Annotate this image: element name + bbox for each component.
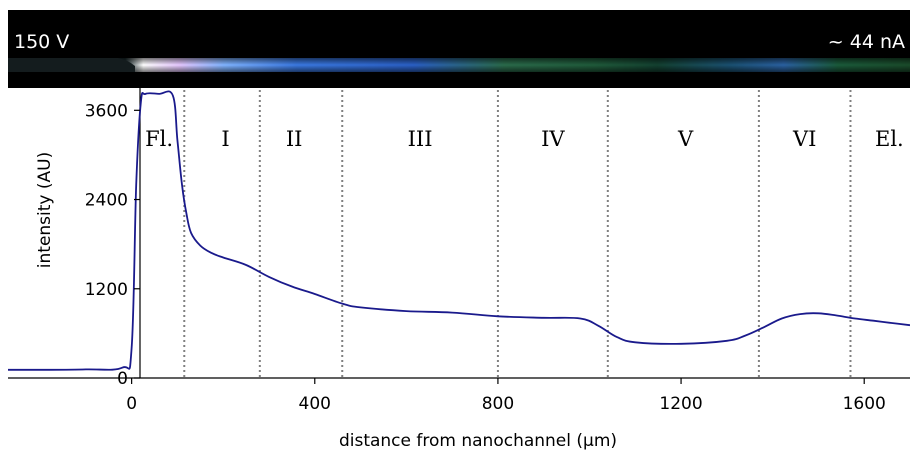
y-tick-label-0: 0 [117,369,128,389]
plot-area: Fl. I II III IV V VI El. 0 400 800 1200 1600 012002… [7,88,910,414]
intensity-series-line [7,90,910,371]
x-tick-label-800: 800 [482,394,514,414]
y-axis-label: intensity (AU) [35,152,55,268]
channel-glow-fade [8,58,910,72]
region-label-6: V [677,127,694,151]
fluorescence-image-strip: 150 V ~ 44 nA [8,10,910,88]
x-axis-label: distance from nanochannel (µm) [339,431,617,451]
y-tick-label-3600: 3600 [85,101,128,121]
x-tick-label-400: 400 [299,394,331,414]
region-label-1: Fl. [145,127,173,151]
current-label: ~ 44 nA [828,31,905,53]
region-label-3: II [286,127,303,151]
region-boundaries [183,90,852,378]
x-tick-label-1200: 1200 [659,394,702,414]
region-label-2: I [221,127,229,151]
y-axis-ticks: 0 1200 2400 3600 [85,101,140,389]
region-label-8: El. [875,127,904,151]
x-tick-label-0: 0 [126,394,137,414]
nanochannel-tip [8,58,135,72]
region-labels: Fl. I II III IV V VI El. [145,127,904,151]
region-label-4: III [408,127,433,151]
image-background [8,10,910,88]
y-tick-label-2400: 2400 [85,191,128,211]
voltage-label: 150 V [14,31,69,53]
y-tick-label-1200: 1200 [85,280,128,300]
region-label-5: IV [541,127,565,151]
x-tick-label-1600: 1600 [843,394,886,414]
region-label-7: VI [792,127,816,151]
x-axis-ticks: 0 400 800 1200 1600 [126,378,886,414]
